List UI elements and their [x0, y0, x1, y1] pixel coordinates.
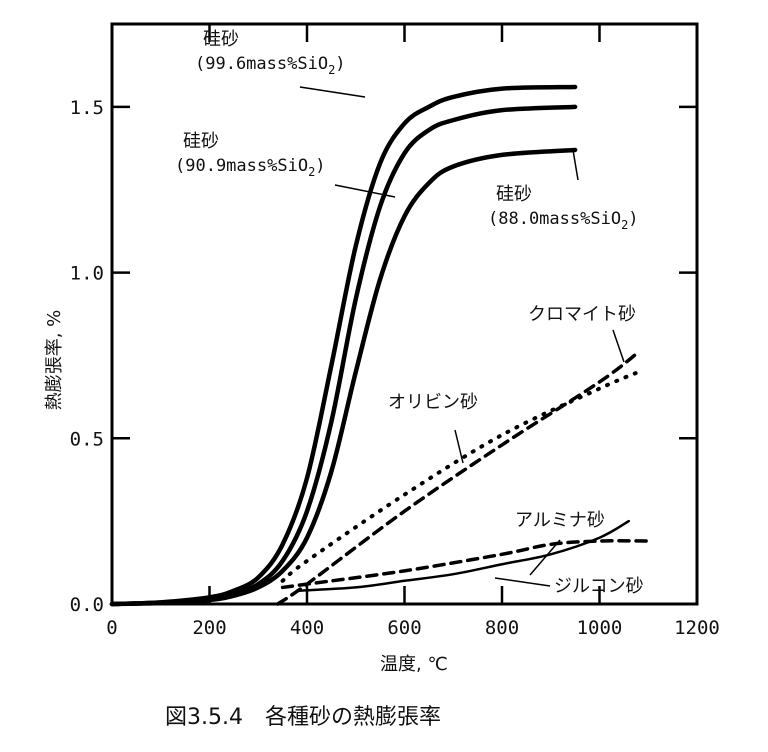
series-label: 硅砂: [183, 131, 219, 152]
series-label: クロマイト砂: [528, 304, 636, 325]
leader-line: [572, 149, 579, 181]
y-tick-label: 0.0: [70, 594, 104, 616]
leader-line: [494, 577, 551, 587]
x-axis-label: 温度, ℃: [380, 654, 448, 675]
series-label-composition: (88.0mass%SiO2): [488, 209, 639, 232]
x-tick-label: 800: [485, 617, 519, 639]
x-tick-label: 200: [192, 617, 226, 639]
leader-line: [612, 329, 625, 363]
chart-title: 図3.5.4 各種砂の熱膨張率: [165, 705, 441, 730]
x-tick-label: 1200: [674, 617, 720, 639]
y-tick-label: 0.5: [70, 428, 104, 450]
series-label: オリビン砂: [388, 392, 478, 413]
y-axis-label: 熱膨張率, %: [44, 310, 65, 411]
series-label: 硅砂: [203, 29, 239, 50]
series-line-2: [109, 147, 578, 607]
series-line-6: [296, 519, 630, 592]
y-tick-label: 1.5: [70, 97, 104, 119]
series-label-composition: (99.6mass%SiO2): [195, 54, 346, 77]
series-line-4: [280, 370, 641, 583]
x-tick-label: 0: [106, 617, 117, 639]
leader-line: [299, 86, 366, 98]
leader-line: [334, 184, 396, 198]
series-line-1: [109, 104, 578, 607]
x-tick-label: 1000: [577, 617, 623, 639]
series-label: ジルコン砂: [554, 576, 644, 597]
series-line-5: [280, 539, 650, 590]
leader-line: [454, 429, 464, 464]
series-label: 硅砂: [496, 184, 532, 205]
x-tick-label: 600: [387, 617, 421, 639]
series-line-3: [276, 350, 641, 606]
x-tick-label: 400: [290, 617, 324, 639]
series-label: アルミナ砂: [515, 510, 605, 531]
series-label-composition: (90.9mass%SiO2): [175, 156, 326, 179]
y-tick-label: 1.0: [70, 263, 104, 285]
leader-line: [529, 539, 561, 576]
